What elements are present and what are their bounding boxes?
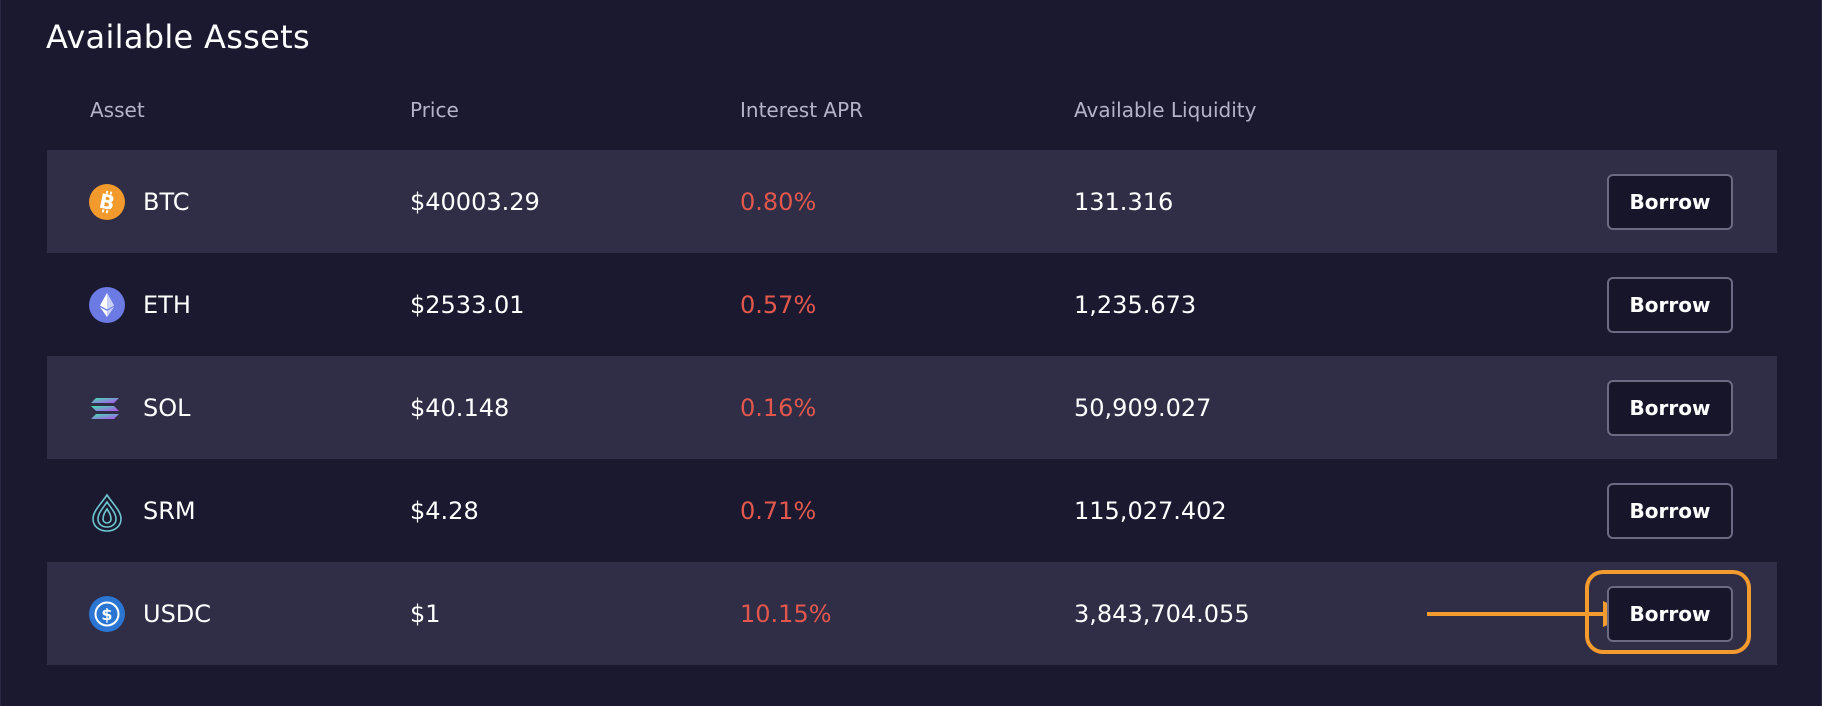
asset-apr: 10.15% [740,599,832,628]
table-row-srm: SRM $4.28 0.71% 115,027.402 Borrow [47,459,1777,562]
svg-text:B: B [97,188,117,215]
asset-liquidity: 115,027.402 [1074,496,1227,525]
header-asset: Asset [90,98,145,122]
asset-symbol: BTC [143,187,190,216]
svg-text:$: $ [101,605,112,624]
asset-price: $40.148 [410,393,510,422]
borrow-button-usdc[interactable]: Borrow [1607,585,1733,642]
table-row-btc: B BTC $40003.29 0.80% 131.316 Borrow [47,150,1777,253]
borrow-cell: Borrow [1607,276,1733,333]
borrow-button-btc[interactable]: Borrow [1607,173,1733,230]
asset-apr: 0.16% [740,393,817,422]
pointer-arrow-icon [1427,599,1632,629]
borrow-button-eth[interactable]: Borrow [1607,276,1733,333]
asset-price: $4.28 [410,496,479,525]
header-available-liquidity: Available Liquidity [1074,98,1257,122]
asset-price: $2533.01 [410,290,525,319]
borrow-button-sol[interactable]: Borrow [1607,379,1733,436]
borrow-cell: Borrow [1585,569,1751,654]
table-row-eth: ETH $2533.01 0.57% 1,235.673 Borrow [47,253,1777,356]
asset-liquidity: 3,843,704.055 [1074,599,1250,628]
asset-symbol: USDC [143,599,212,628]
table-row-usdc: $ USDC $1 10.15% 3,843,704.055 Borrow [47,562,1777,665]
srm-icon [89,493,125,532]
asset-table: B BTC $40003.29 0.80% 131.316 Borrow [47,150,1777,665]
asset-symbol: SRM [143,496,196,525]
section-title: Available Assets [46,18,310,56]
asset-price: $40003.29 [410,187,540,216]
asset-symbol: SOL [143,393,191,422]
borrow-button-srm[interactable]: Borrow [1607,482,1733,539]
borrow-cell: Borrow [1607,173,1733,230]
asset-apr: 0.80% [740,187,817,216]
table-header: Asset Price Interest APR Available Liqui… [47,98,1777,132]
asset-symbol: ETH [143,290,191,319]
borrow-cell: Borrow [1607,482,1733,539]
asset-liquidity: 50,909.027 [1074,393,1212,422]
borrow-cell: Borrow [1607,379,1733,436]
asset-apr: 0.71% [740,496,817,525]
header-price: Price [410,98,459,122]
header-interest-apr: Interest APR [740,98,864,122]
eth-icon [89,286,125,323]
asset-liquidity: 131.316 [1074,187,1174,216]
asset-apr: 0.57% [740,290,817,319]
asset-liquidity: 1,235.673 [1074,290,1197,319]
sol-icon [89,390,125,426]
usdc-icon: $ [89,595,125,632]
table-row-sol: SOL $40.148 0.16% 50,909.027 Borrow [47,356,1777,459]
asset-price: $1 [410,599,441,628]
btc-icon: B [89,183,125,220]
